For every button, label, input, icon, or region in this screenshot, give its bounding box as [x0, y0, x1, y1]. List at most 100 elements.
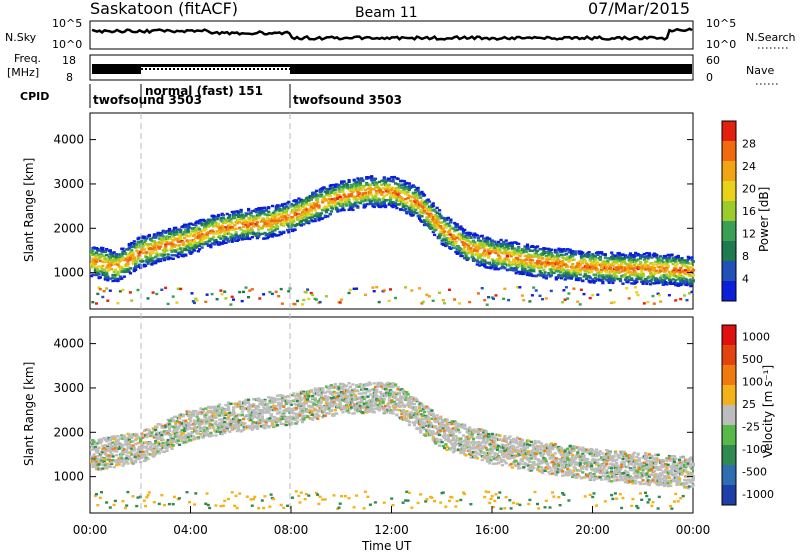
- power-cell: [131, 262, 135, 265]
- power-cell: [404, 185, 408, 189]
- velocity-cell: [120, 434, 124, 437]
- power-cell: [175, 254, 179, 257]
- power-cell: [373, 177, 378, 180]
- power-cell: [186, 245, 190, 248]
- power-cell: [674, 258, 678, 261]
- velocity-cell: [186, 424, 190, 427]
- power-cell: [142, 241, 146, 245]
- power-cell: [211, 235, 216, 239]
- power-cell: [569, 259, 574, 262]
- power-cell: [435, 218, 439, 221]
- velocity-cell: [132, 454, 136, 457]
- velocity-cell: [128, 444, 133, 447]
- power-cell: [645, 252, 649, 255]
- power-cell: [674, 267, 678, 271]
- power-cell: [454, 240, 458, 244]
- power-cell: [571, 250, 575, 253]
- power-cell: [101, 247, 105, 250]
- power-cell: [221, 229, 226, 232]
- power-cell: [316, 215, 320, 218]
- power-cell: [634, 286, 637, 289]
- power-cell: [670, 259, 674, 263]
- power-cell: [286, 202, 290, 205]
- power-cell: [641, 255, 645, 258]
- power-cell: [474, 246, 478, 249]
- power-cell: [625, 263, 629, 266]
- power-cell: [424, 219, 428, 222]
- power-cell: [303, 216, 307, 219]
- power-cell: [438, 209, 442, 212]
- power-cell: [93, 268, 97, 271]
- power-cell: [524, 250, 528, 253]
- power-cell: [426, 212, 430, 216]
- power-cell: [411, 207, 415, 210]
- power-cell: [652, 302, 656, 305]
- power-cell: [529, 268, 533, 271]
- cpid-segment-2: normal (fast) 151: [145, 84, 263, 98]
- power-cell: [120, 270, 124, 274]
- date-title: 07/Mar/2015: [588, 0, 690, 18]
- power-cell: [175, 301, 179, 304]
- velocity-cell: [220, 422, 224, 425]
- power-cell: [593, 257, 597, 261]
- y-tick-label: 3000: [53, 177, 84, 191]
- power-cell: [532, 267, 536, 271]
- power-cell: [690, 270, 694, 274]
- power-cell: [562, 289, 566, 292]
- power-cell: [471, 239, 476, 242]
- power-cell: [92, 264, 96, 267]
- power-cell: [499, 242, 503, 246]
- power-cell: [547, 272, 551, 275]
- velocity-cell: [110, 435, 114, 439]
- power-cell: [438, 291, 441, 294]
- power-cell: [319, 195, 324, 198]
- velocity-cell: [130, 450, 134, 453]
- power-cell: [400, 208, 404, 211]
- velocity-cell: [160, 434, 164, 437]
- power-cell: [650, 272, 654, 275]
- power-cell: [443, 302, 446, 305]
- power-cell: [647, 254, 651, 257]
- velocity-cell: [216, 413, 221, 416]
- power-cell: [483, 255, 487, 258]
- power-cell: [198, 248, 202, 251]
- power-cell: [205, 233, 209, 236]
- power-cell: [180, 249, 184, 253]
- power-cell: [528, 300, 532, 303]
- power-cell: [422, 221, 427, 224]
- power-cell: [239, 208, 243, 212]
- velocity-cell: [144, 504, 147, 508]
- power-cell: [485, 251, 489, 254]
- power-cell: [375, 183, 379, 187]
- power-cell: [150, 248, 154, 251]
- power-cell: [473, 248, 477, 252]
- power-cell: [177, 240, 182, 243]
- power-cell: [679, 297, 683, 301]
- power-cell: [350, 185, 354, 189]
- power-cell: [615, 275, 619, 278]
- power-cell: [439, 214, 443, 218]
- power-cell: [598, 274, 602, 278]
- power-cell: [417, 216, 422, 219]
- velocity-cell: [107, 454, 111, 457]
- velocity-cell: [125, 504, 129, 507]
- velocity-cell: [200, 420, 204, 423]
- velocity-cell: [194, 436, 198, 439]
- power-cell: [371, 286, 375, 289]
- velocity-cell: [220, 425, 224, 428]
- power-cell: [569, 253, 574, 256]
- power-cell: [475, 263, 479, 266]
- power-cell: [479, 239, 483, 243]
- velocity-cell: [219, 504, 223, 508]
- power-cell: [363, 205, 368, 208]
- power-cell: [610, 258, 614, 261]
- power-cell: [505, 245, 509, 249]
- power-cell: [441, 299, 445, 302]
- power-cell: [223, 230, 227, 234]
- power-cell: [400, 186, 404, 189]
- power-cell: [466, 257, 471, 260]
- colorbar-tick-label: 16: [742, 205, 756, 218]
- power-cell: [205, 235, 209, 239]
- power-cell: [283, 207, 287, 210]
- velocity-cell: [142, 499, 146, 502]
